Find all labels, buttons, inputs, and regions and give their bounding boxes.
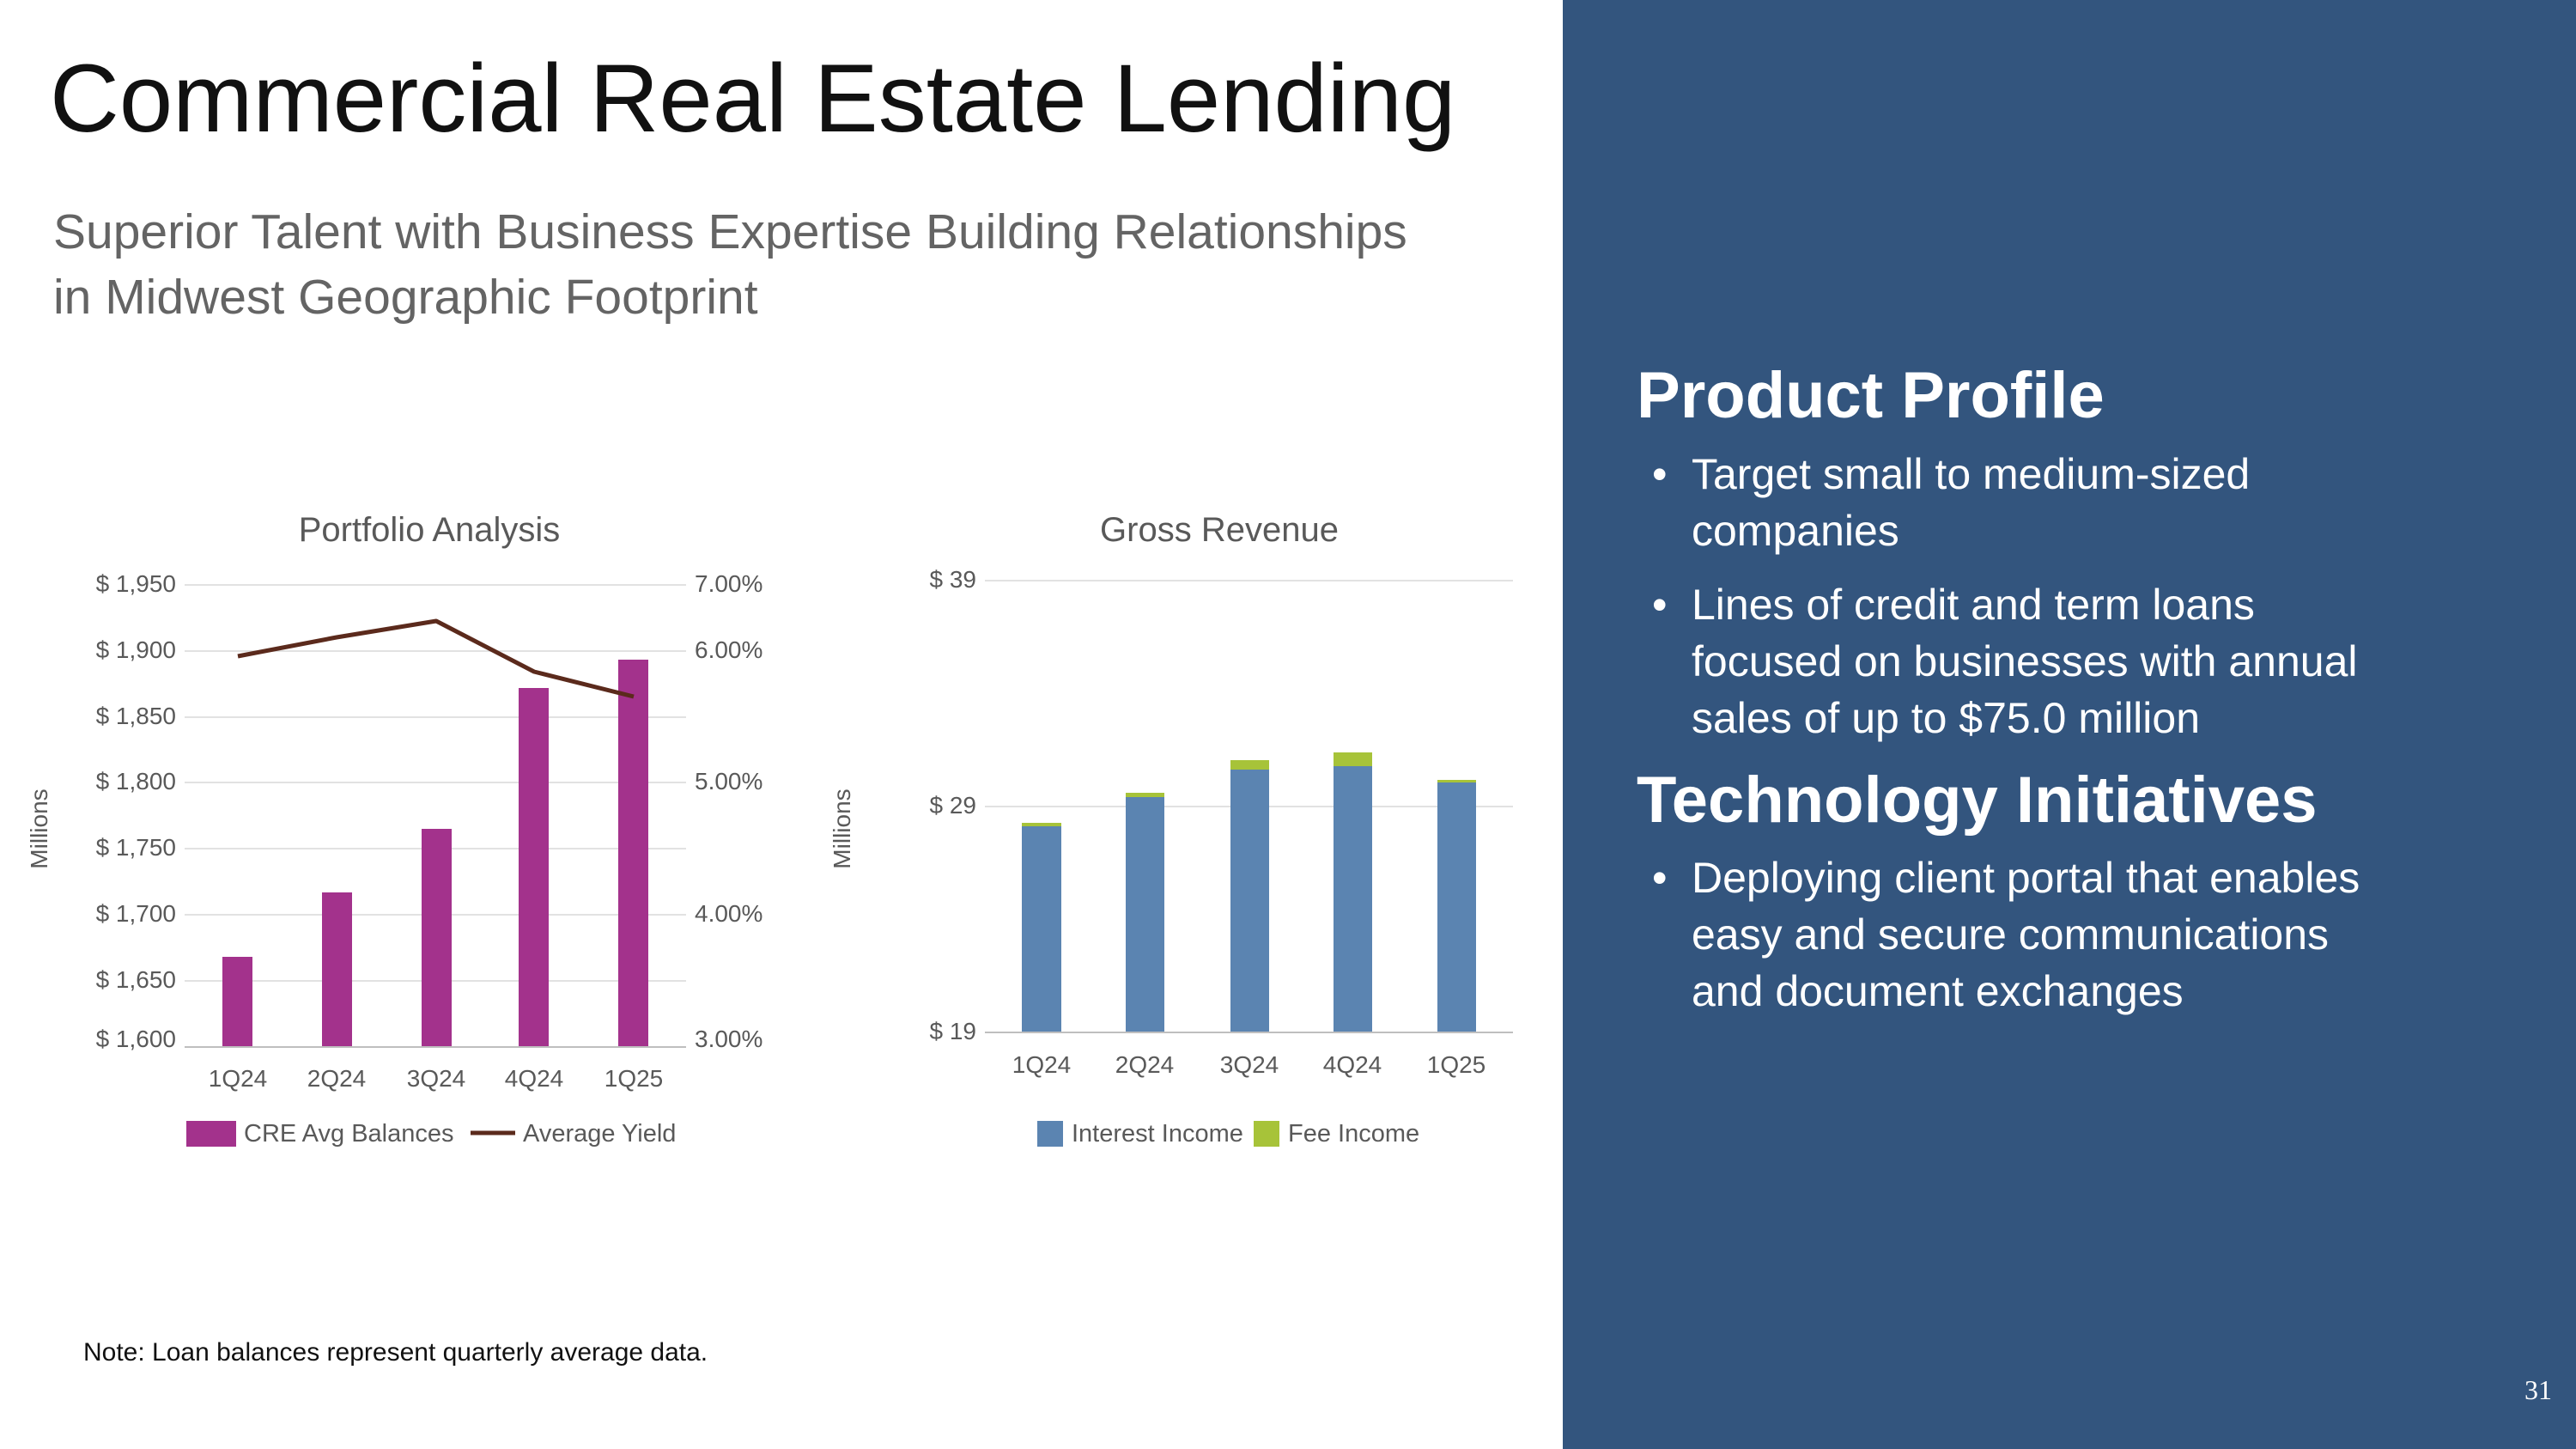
svg-text:3Q24: 3Q24 [407, 1065, 466, 1092]
svg-text:1Q25: 1Q25 [605, 1065, 664, 1092]
svg-text:4Q24: 4Q24 [1323, 1051, 1382, 1078]
svg-text:5.00%: 5.00% [695, 768, 762, 795]
svg-text:2Q24: 2Q24 [1115, 1051, 1175, 1078]
svg-text:CRE Avg Balances: CRE Avg Balances [244, 1120, 454, 1148]
svg-text:$ 1,800: $ 1,800 [96, 768, 176, 795]
svg-text:$ 1,850: $ 1,850 [96, 703, 176, 729]
svg-text:$ 1,700: $ 1,700 [96, 900, 176, 927]
svg-text:$ 1,950: $ 1,950 [96, 570, 176, 597]
svg-text:$ 29: $ 29 [930, 792, 977, 819]
svg-text:3Q24: 3Q24 [1220, 1051, 1279, 1078]
svg-text:Gross Revenue: Gross Revenue [1100, 511, 1339, 549]
svg-text:$ 39: $ 39 [930, 566, 977, 593]
svg-text:1Q25: 1Q25 [1427, 1051, 1486, 1078]
svg-text:4Q24: 4Q24 [505, 1065, 564, 1092]
svg-text:Interest Income: Interest Income [1072, 1120, 1243, 1148]
svg-text:6.00%: 6.00% [695, 636, 762, 663]
svg-text:$ 1,900: $ 1,900 [96, 636, 176, 663]
svg-text:$ 19: $ 19 [930, 1018, 977, 1044]
svg-text:3.00%: 3.00% [695, 1026, 762, 1052]
svg-text:Fee Income: Fee Income [1288, 1120, 1419, 1148]
svg-text:Portfolio Analysis: Portfolio Analysis [299, 511, 561, 549]
svg-text:4.00%: 4.00% [695, 900, 762, 927]
svg-text:$ 1,600: $ 1,600 [96, 1026, 176, 1052]
svg-text:2Q24: 2Q24 [307, 1065, 367, 1092]
svg-text:$ 1,650: $ 1,650 [96, 966, 176, 993]
svg-text:1Q24: 1Q24 [1012, 1051, 1072, 1078]
svg-text:Millions: Millions [829, 788, 855, 868]
svg-text:Average Yield: Average Yield [523, 1120, 676, 1148]
svg-text:Millions: Millions [26, 788, 52, 868]
svg-text:7.00%: 7.00% [695, 570, 762, 597]
svg-text:$ 1,750: $ 1,750 [96, 834, 176, 861]
svg-text:1Q24: 1Q24 [209, 1065, 268, 1092]
